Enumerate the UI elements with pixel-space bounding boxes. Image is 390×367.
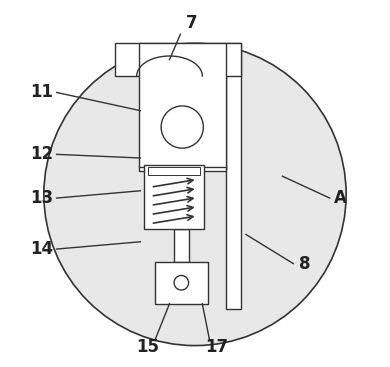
Bar — [148, 167, 200, 175]
Text: 14: 14 — [30, 240, 53, 258]
Text: 11: 11 — [30, 83, 53, 101]
Text: A: A — [334, 189, 347, 207]
Bar — [174, 229, 189, 262]
Bar — [155, 262, 208, 304]
Text: 7: 7 — [186, 14, 197, 32]
Bar — [144, 165, 204, 229]
Bar — [226, 43, 241, 309]
Text: 15: 15 — [136, 338, 159, 356]
Text: 12: 12 — [30, 145, 53, 163]
Text: 8: 8 — [298, 255, 310, 273]
Circle shape — [161, 106, 203, 148]
Circle shape — [174, 276, 189, 290]
Bar — [115, 43, 241, 76]
Bar — [138, 43, 226, 171]
Text: 17: 17 — [205, 338, 229, 356]
Text: 13: 13 — [30, 189, 53, 207]
Circle shape — [44, 43, 346, 346]
